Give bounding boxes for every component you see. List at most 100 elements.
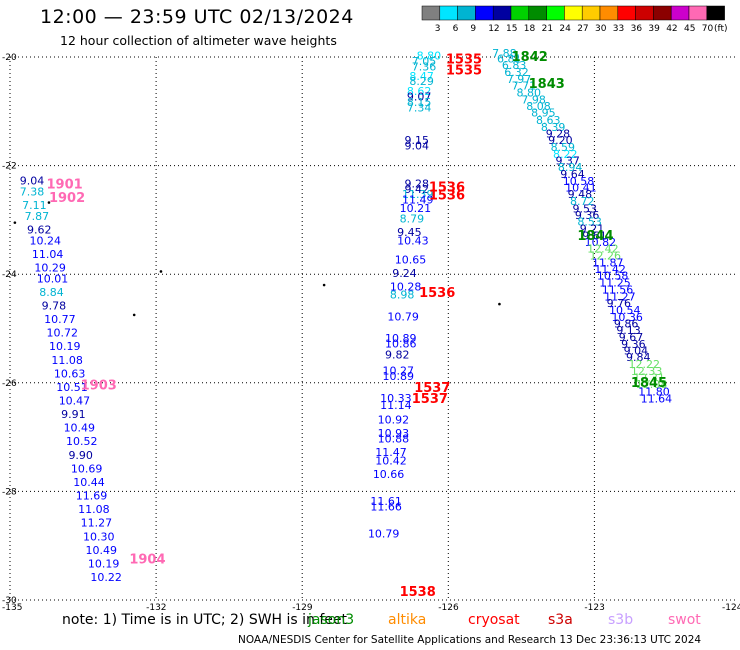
wave-height-value: 9.24 (392, 267, 417, 280)
wave-height-value: 10.41 (565, 182, 597, 195)
wave-height-value: 10.44 (73, 476, 105, 489)
wave-height-value: 9.15 (404, 134, 429, 147)
wave-height-value: 9.37 (555, 155, 580, 168)
wave-height-value: 10.29 (34, 261, 66, 274)
satellite-name-jason3: jason3 (308, 612, 355, 628)
y-tick-label: -20 (2, 53, 17, 63)
wave-height-value: 9.48 (568, 188, 593, 201)
pass-time-label: 1535 (446, 53, 482, 68)
y-tick-label: -24 (2, 270, 17, 280)
wave-height-value: 10.30 (83, 530, 115, 543)
chart-subtitle: 12 hour collection of altimeter wave hei… (60, 33, 337, 48)
wave-height-value: 11.04 (32, 248, 64, 261)
pass-time-label: 1536 (429, 188, 465, 203)
wave-height-value: 11.61 (370, 495, 402, 508)
wave-height-value: 9.67 (619, 331, 644, 344)
pass-time-label: 1845 (631, 376, 667, 391)
x-tick-label: -124 (722, 603, 740, 613)
y-tick-label: -26 (2, 379, 17, 389)
legend-color-box (546, 5, 565, 21)
wave-height-value: 9.20 (548, 134, 573, 147)
pass-time-label: 1842 (512, 50, 548, 65)
wave-height-value: 8.80 (417, 50, 442, 63)
island-dot (132, 313, 136, 317)
wave-height-value: 9.64 (560, 168, 585, 181)
legend-color-box (421, 5, 441, 21)
wave-height-value: 9.04 (404, 139, 429, 152)
wave-height-value: 10.22 (90, 571, 122, 584)
wave-height-value: 8.39 (541, 121, 566, 134)
wave-height-value: 7.34 (407, 101, 432, 114)
wave-height-value: 10.51 (56, 381, 88, 394)
wave-height-value: 10.89 (385, 332, 417, 345)
wave-height-value: 10.47 (59, 395, 90, 408)
wave-height-value: 8.62 (407, 85, 432, 98)
wave-height-value: 12.08 (636, 378, 668, 391)
pass-time-label: 1535 (446, 64, 482, 79)
legend-unit: (ft) (714, 24, 728, 34)
pass-time-label: 1902 (49, 191, 85, 206)
legend-color-box (688, 5, 708, 21)
pass-time-label: 1904 (129, 552, 165, 567)
legend-label: 6 (453, 24, 459, 34)
legend-label: 9 (470, 24, 476, 34)
wave-height-value: 8.22 (553, 148, 578, 161)
wave-height-value: 10.92 (378, 414, 410, 427)
legend-color-box (581, 5, 601, 21)
pass-time-label: 1537 (412, 392, 448, 407)
x-tick-label: -132 (146, 603, 166, 613)
legend-color-box (670, 5, 690, 21)
legend-label: 30 (595, 24, 607, 34)
wave-height-value: 7.38 (20, 185, 44, 198)
satellite-name-s3b: s3b (608, 612, 634, 628)
wave-height-value: 10.52 (66, 435, 98, 448)
legend-label: 3 (435, 24, 441, 34)
wave-height-value: 10.43 (397, 234, 429, 247)
wave-height-value: 11.87 (592, 257, 624, 270)
pass-time-label: 1844 (577, 229, 613, 244)
wave-height-value: 11.56 (602, 284, 634, 297)
legend-color-box (510, 5, 530, 21)
wave-height-value: 12.42 (587, 242, 619, 255)
island-dot (159, 270, 163, 273)
wave-height-value: 7.11 (22, 199, 47, 212)
legend-label: 70 (702, 24, 714, 34)
x-tick-label: -126 (438, 603, 459, 613)
legend-color-box (492, 5, 512, 21)
wave-height-value: 11.64 (641, 392, 673, 405)
legend-color-box (599, 5, 619, 21)
wave-height-value: 11.39 (402, 188, 434, 201)
wave-height-value: 10.28 (390, 280, 422, 293)
legend-label: 24 (559, 24, 571, 34)
wave-height-value: 6.32 (504, 66, 529, 79)
legend-label: 12 (488, 24, 499, 34)
wave-height-value: 11.14 (380, 399, 412, 412)
pass-time-label: 1843 (529, 77, 565, 92)
wave-height-value: 10.33 (380, 392, 412, 405)
wave-height-value: 9.28 (404, 177, 429, 190)
wave-height-value: 10.58 (563, 175, 595, 188)
wave-height-value: 10.86 (385, 338, 417, 351)
wave-height-value: 9.04 (624, 345, 649, 358)
satellite-name-swot: swot (668, 612, 701, 628)
wave-height-value: 6.83 (502, 59, 527, 72)
wave-height-value: 10.77 (44, 313, 75, 326)
wave-height-value: 9.90 (68, 449, 93, 462)
wave-height-value: 9.84 (626, 351, 651, 364)
wave-height-value: 10.01 (37, 272, 69, 285)
legend-color-box (457, 5, 476, 21)
legend-label: 21 (542, 24, 553, 34)
wave-height-value: 12.31 (633, 372, 665, 385)
wave-height-value: 10.24 (29, 234, 61, 247)
footer-credit: NOAA/NESDIS Center for Satellite Applica… (238, 634, 702, 646)
wave-height-value: 9.28 (546, 127, 571, 140)
wave-height-value: 12.26 (590, 250, 622, 263)
wave-height-value: 10.88 (378, 433, 410, 446)
legend-label: 15 (506, 24, 517, 34)
island-dot (47, 201, 51, 204)
wave-height-value: 8.94 (558, 161, 583, 174)
wave-height-value: 9.36 (621, 338, 646, 351)
wave-height-value: 9.04 (20, 175, 44, 188)
wave-height-value: 12.33 (631, 365, 663, 378)
